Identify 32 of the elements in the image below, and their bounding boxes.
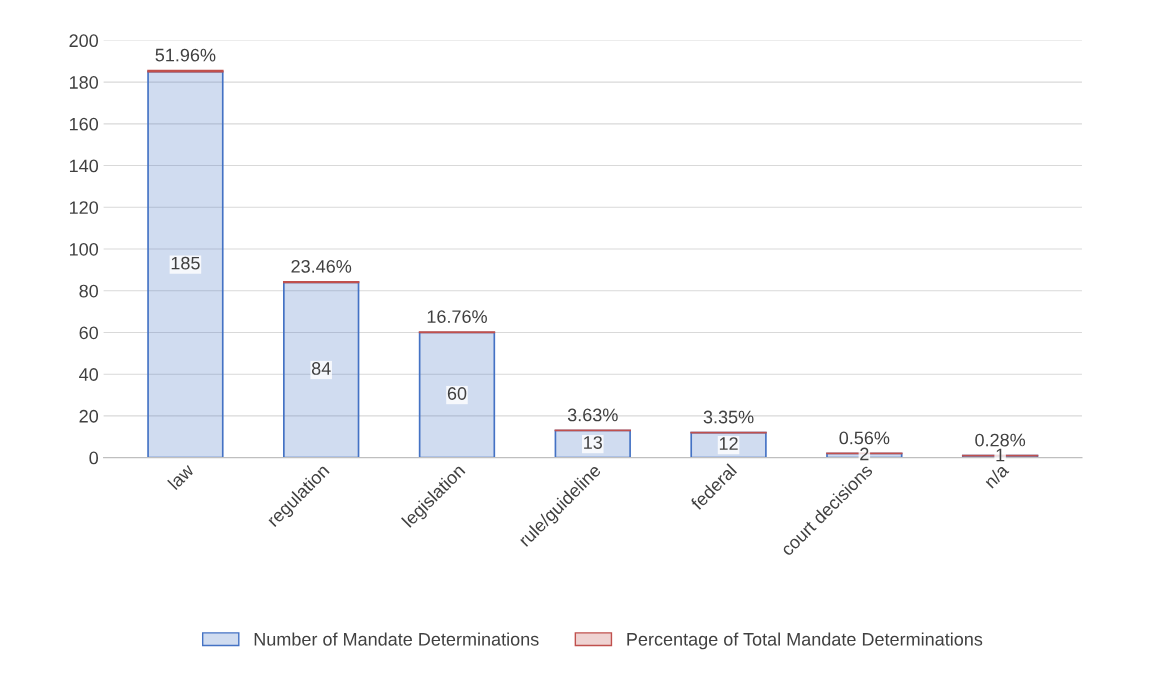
x-tick-label: law [167,462,195,491]
data-label: 0.28% [975,433,1026,447]
data-label: 0.56% [839,431,890,445]
y-tick-label: 120 [69,201,99,214]
data-label: 2 [860,447,869,461]
data-label: 3.63% [567,408,618,422]
y-tick-label: 100 [69,242,99,256]
data-label: 1 [996,448,1005,462]
x-tick-label: n/a [983,462,1010,489]
data-label: 84 [311,362,331,375]
data-label: 3.35% [703,410,754,424]
bar [147,70,224,458]
legend-label: Number of Mandate Determinations [254,632,539,646]
y-tick-label: 140 [69,159,99,173]
bar [418,331,496,458]
legend-label: Percentage of Total Mandate Determinations [627,632,983,650]
y-tick-label: 200 [69,34,99,48]
data-label: 51.96% [155,48,216,62]
data-label: 23.46% [291,259,352,273]
y-tick-label: 160 [69,117,99,131]
data-label: 60 [447,387,467,400]
data-label: 185 [171,256,200,270]
data-label: 12 [719,437,738,450]
y-tick-label: 180 [69,76,99,89]
y-tick-label: 80 [79,284,99,298]
y-tick-label: 40 [79,368,99,381]
data-label: 13 [584,436,603,449]
y-tick-label: 0 [89,451,99,465]
data-label: 16.76% [427,310,487,323]
y-tick-label: 60 [79,326,99,340]
bar [283,281,360,458]
y-tick-label: 20 [79,409,99,423]
